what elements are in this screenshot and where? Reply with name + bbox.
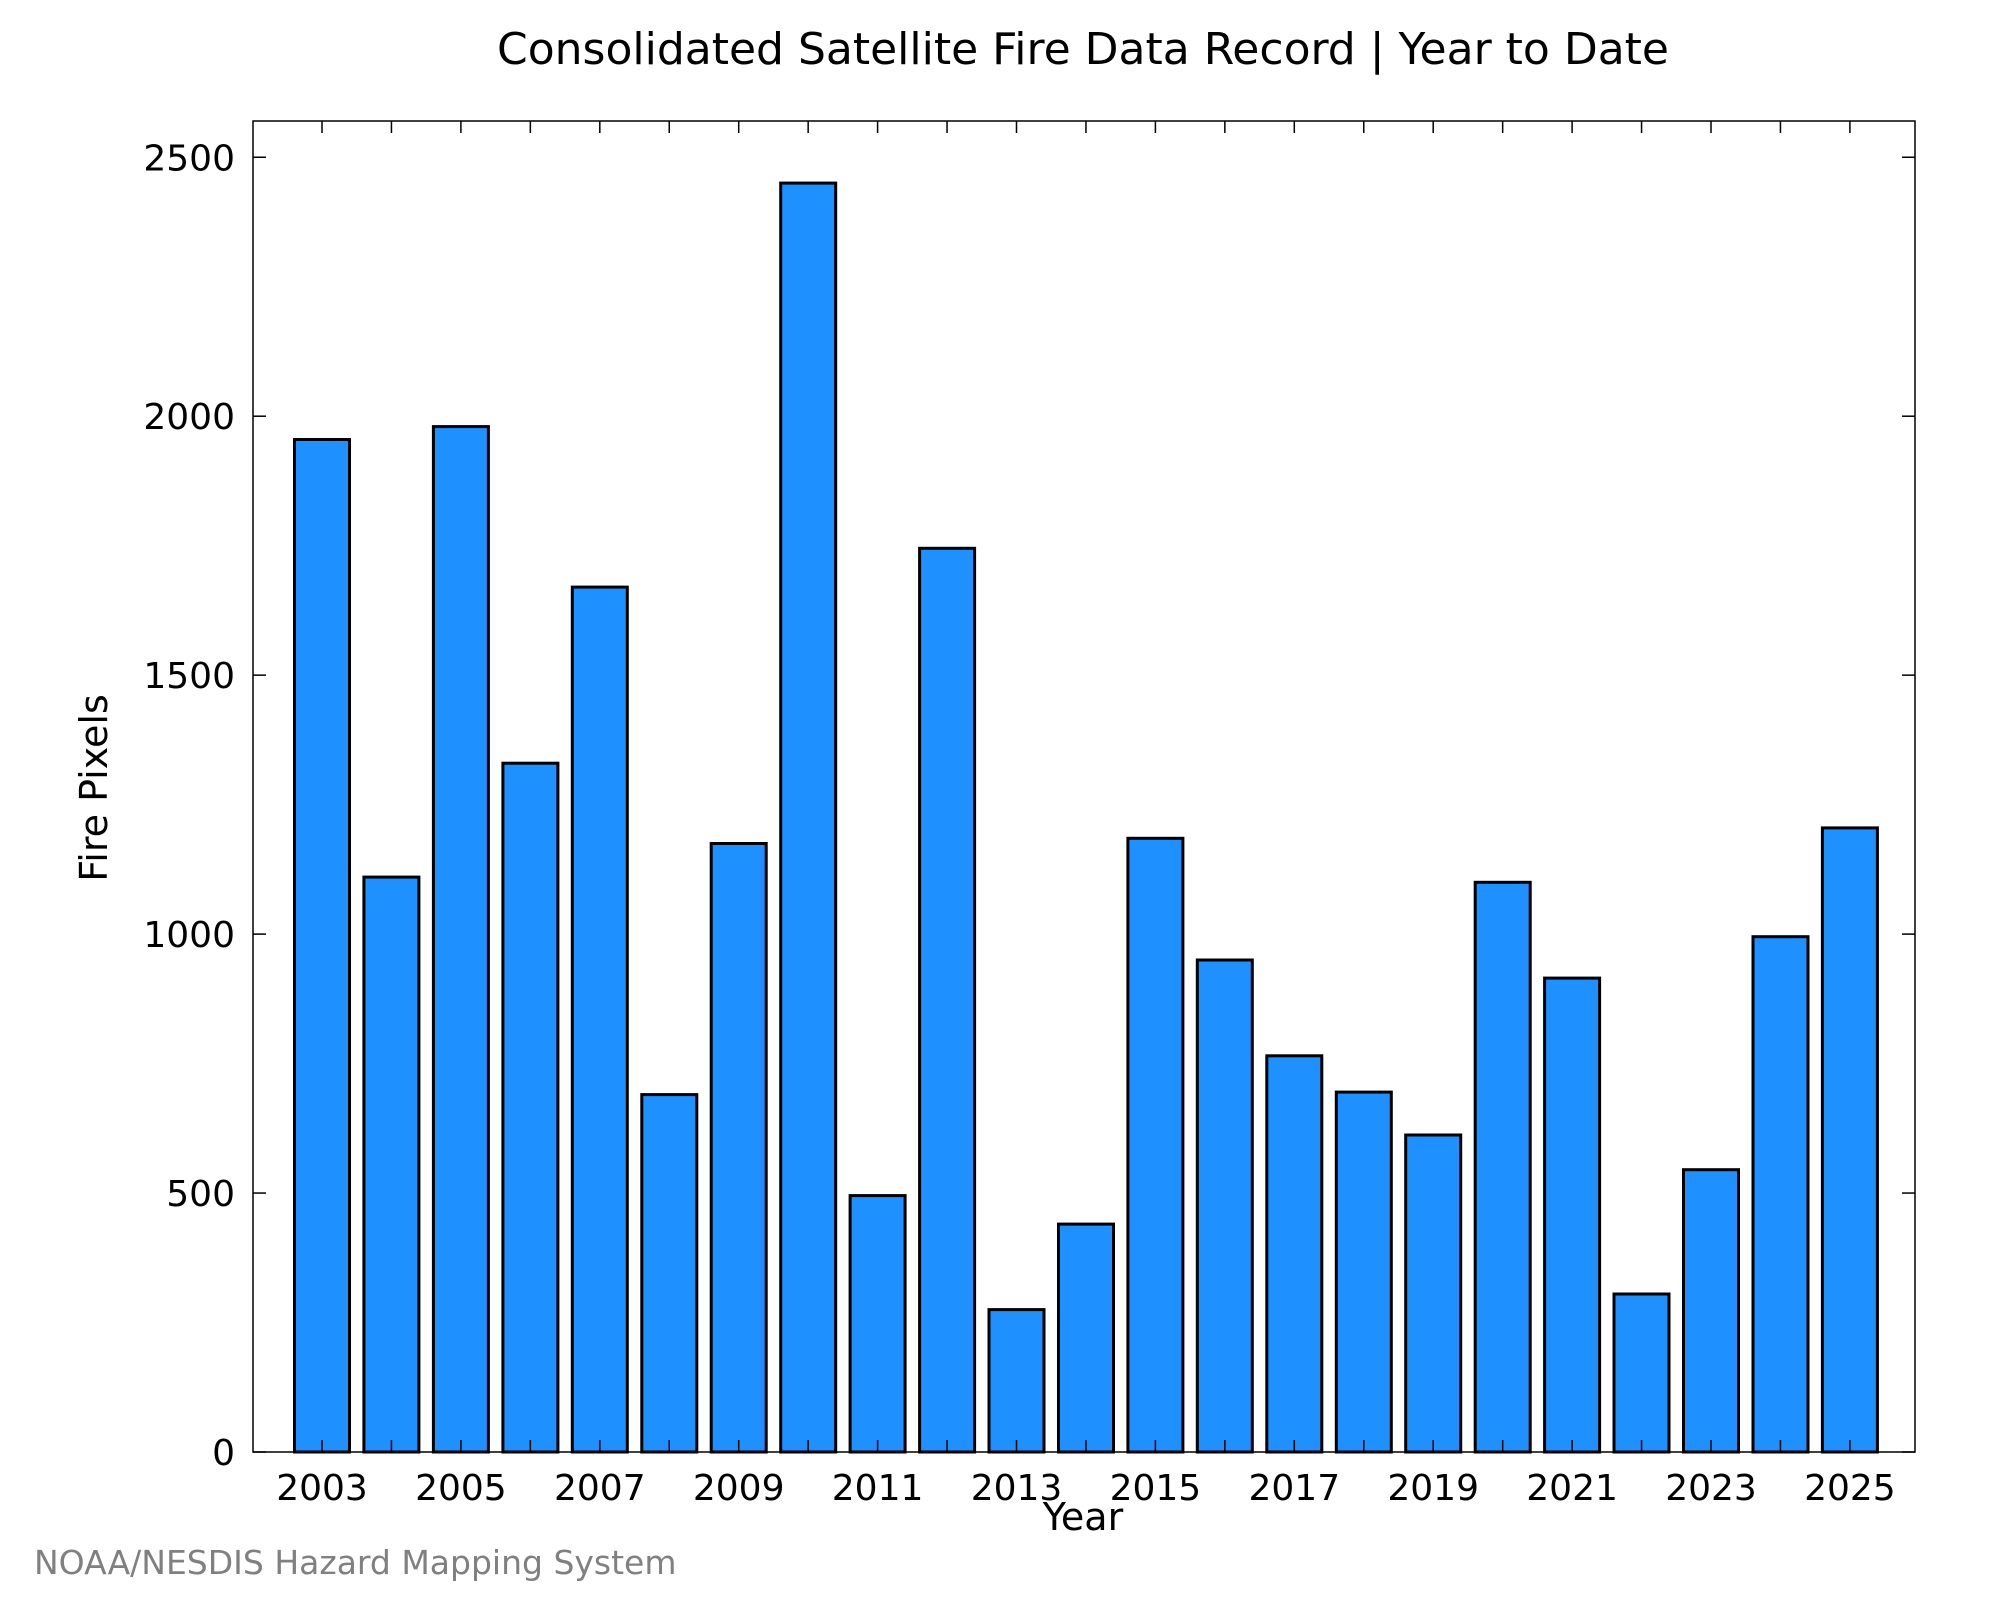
y-tick-label-1000: 1000	[143, 915, 235, 956]
bars-group	[293, 181, 1879, 1454]
source-credit: NOAA/NESDIS Hazard Mapping System	[34, 1543, 677, 1582]
y-tick-label-500: 500	[166, 1174, 235, 1215]
bar-2019	[1404, 1133, 1463, 1454]
bar-2007	[570, 585, 629, 1454]
y-tick-label-2000: 2000	[143, 397, 235, 438]
plot-frame	[252, 120, 1916, 1453]
x-axis-label: Year	[1042, 1495, 1124, 1539]
bar-2016	[1195, 958, 1254, 1454]
x-tick-label-2003: 2003	[276, 1468, 368, 1509]
x-tick-label-2009: 2009	[693, 1468, 785, 1509]
bar-2024	[1751, 935, 1810, 1454]
bar-2006	[501, 761, 560, 1454]
y-tick-label-2500: 2500	[143, 138, 235, 179]
x-axis-ticks: 2003 2005 2007 2009 2011 2013 2015 2017 2019 2021…	[276, 121, 1896, 1509]
bar-2004	[362, 875, 421, 1454]
bar-2005	[431, 425, 490, 1454]
x-tick-label-2013: 2013	[971, 1468, 1063, 1509]
bar-2025	[1820, 826, 1879, 1454]
x-tick-label-2021: 2021	[1526, 1468, 1618, 1509]
x-tick-label-2011: 2011	[832, 1468, 924, 1509]
y-tick-label-1500: 1500	[143, 656, 235, 697]
x-tick-label-2015: 2015	[1110, 1468, 1202, 1509]
x-tick-label-2023: 2023	[1665, 1468, 1757, 1509]
bar-2017	[1265, 1054, 1324, 1454]
bar-2011	[848, 1194, 907, 1454]
bar-2003	[293, 438, 351, 1454]
x-tick-label-2017: 2017	[1248, 1468, 1340, 1509]
bar-2013	[987, 1308, 1046, 1454]
bar-2020	[1473, 880, 1532, 1454]
bar-2008	[640, 1093, 699, 1454]
bar-2015	[1126, 836, 1185, 1454]
bar-2023	[1682, 1168, 1740, 1454]
x-tick-label-2025: 2025	[1804, 1468, 1896, 1509]
chart-title: Consolidated Satellite Fire Data Record …	[497, 24, 1669, 75]
bar-2021	[1543, 976, 1602, 1454]
bar-2022	[1612, 1292, 1671, 1454]
bar-2010	[779, 181, 838, 1454]
bar-2018	[1334, 1090, 1393, 1454]
x-tick-label-2005: 2005	[415, 1468, 507, 1509]
y-axis-ticks: 0 500 1000 1500 2000 2500	[143, 138, 1915, 1474]
bar-2014	[1057, 1222, 1115, 1454]
x-tick-label-2019: 2019	[1387, 1468, 1479, 1509]
bar-2009	[709, 842, 768, 1454]
y-tick-label-0: 0	[212, 1433, 235, 1474]
y-axis-label: Fire Pixels	[72, 694, 116, 882]
bar-2012	[918, 546, 977, 1454]
x-tick-label-2007: 2007	[554, 1468, 646, 1509]
